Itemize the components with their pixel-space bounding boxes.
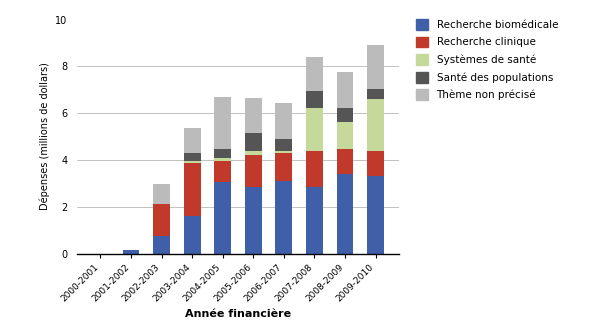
Bar	[245, 98, 262, 133]
Bar	[245, 155, 262, 187]
Bar	[367, 99, 384, 150]
Bar	[337, 174, 353, 254]
Bar	[184, 216, 201, 254]
Bar	[306, 57, 323, 91]
Bar	[184, 128, 201, 153]
Bar	[337, 123, 353, 150]
Bar	[184, 161, 201, 163]
X-axis label: Année financière: Année financière	[185, 309, 291, 319]
Bar	[153, 236, 170, 254]
Bar	[306, 187, 323, 254]
Bar	[245, 150, 262, 155]
Bar	[367, 176, 384, 254]
Bar	[337, 72, 353, 109]
Bar	[214, 97, 231, 150]
Bar	[306, 150, 323, 187]
Bar	[214, 161, 231, 182]
Bar	[245, 133, 262, 150]
Bar	[275, 150, 292, 153]
Bar	[367, 150, 384, 176]
Bar	[184, 163, 201, 216]
Bar	[153, 185, 170, 204]
Bar	[367, 45, 384, 88]
Bar	[184, 153, 201, 161]
Y-axis label: Dépenses (millions de dollars): Dépenses (millions de dollars)	[39, 62, 50, 211]
Bar	[275, 181, 292, 254]
Bar	[153, 204, 170, 236]
Bar	[337, 150, 353, 174]
Bar	[214, 150, 231, 158]
Bar	[275, 153, 292, 181]
Bar	[367, 88, 384, 99]
Bar	[214, 182, 231, 254]
Bar	[275, 103, 292, 139]
Bar	[123, 250, 139, 254]
Bar	[306, 109, 323, 150]
Bar	[337, 109, 353, 123]
Legend: Recherche biomédicale, Recherche clinique, Systèmes de santé, Santé des populati: Recherche biomédicale, Recherche cliniqu…	[412, 15, 562, 105]
Bar	[275, 139, 292, 150]
Bar	[306, 91, 323, 109]
Bar	[214, 158, 231, 161]
Bar	[245, 187, 262, 254]
